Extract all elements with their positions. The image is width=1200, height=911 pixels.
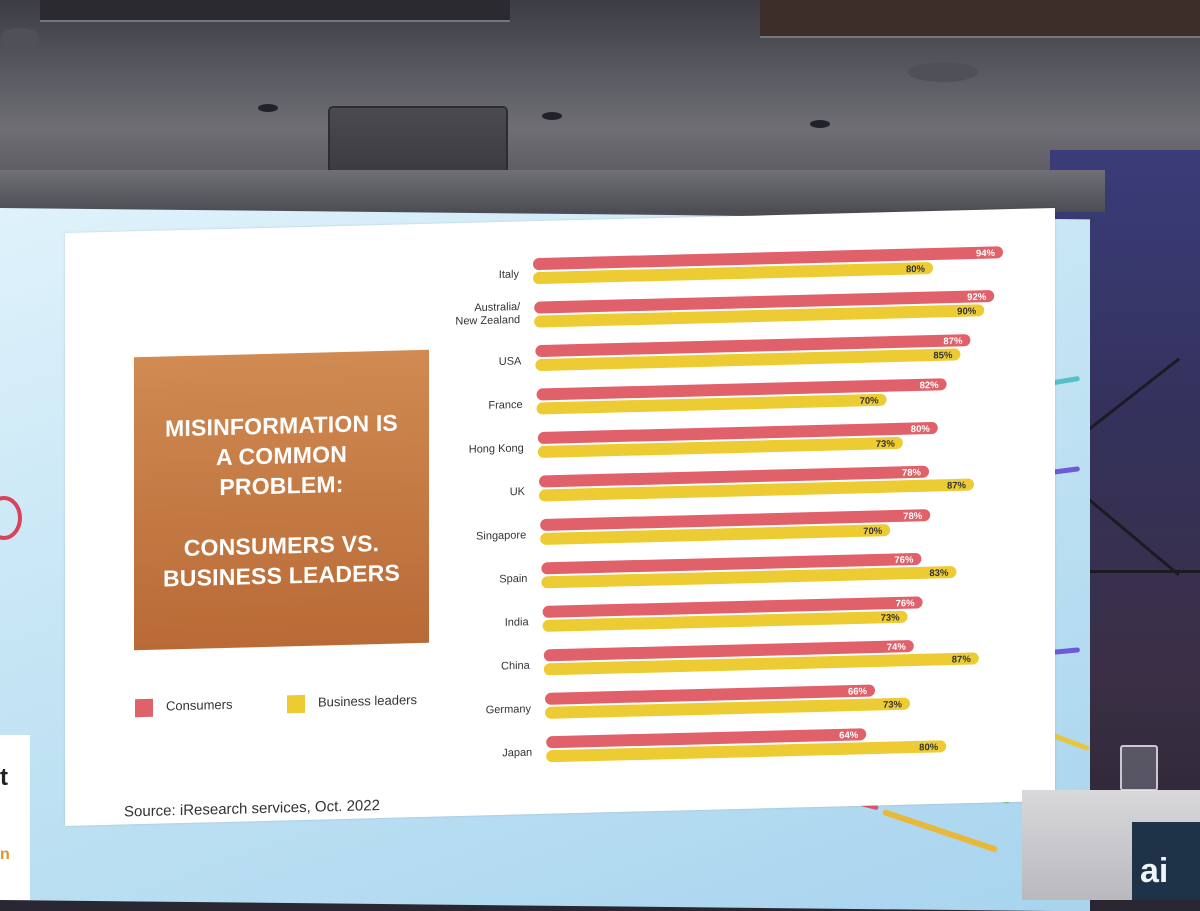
data-label: 73% [876,438,896,449]
data-label: 94% [976,248,996,259]
data-label: 80% [919,742,939,753]
podium-sign [1132,822,1200,900]
ceiling-light [810,120,830,128]
adjacent-screen-text: n [0,846,10,863]
category-label-line: Hong Kong [469,442,524,455]
data-label: 83% [929,568,949,579]
data-label: 80% [911,424,931,435]
ceiling-light [0,28,40,50]
data-label: 70% [863,526,883,537]
data-label: 85% [933,350,953,361]
category-label-line: Japan [502,747,532,760]
bar-consumers [540,509,931,531]
data-label: 78% [903,511,923,522]
bar-consumers [533,246,1003,271]
category-label: India [505,616,530,629]
bar-business-leaders [535,348,961,371]
category-label-line: France [488,399,522,412]
category-label: Italy [499,268,520,281]
bar-business-leaders [546,740,947,763]
decor-stripe [1050,732,1090,752]
bar-business-leaders [539,478,974,502]
bar-business-leaders [542,610,908,632]
bar-business-leaders [540,524,891,545]
category-label-line: Germany [486,703,532,716]
data-label: 64% [839,730,859,741]
category-label-line: USA [499,355,522,368]
bar-consumers [537,422,938,444]
bar-consumers [534,290,995,314]
bar-consumers [535,334,971,357]
bar-business-leaders [545,697,910,719]
bar-business-leaders [537,436,903,458]
bar-consumers [545,684,875,705]
bar-business-leaders [533,262,933,285]
bar-business-leaders [536,393,887,415]
category-label: Australia/New Zealand [455,301,521,328]
category-label: Japan [502,747,532,760]
adjacent-screen-text: t [0,764,8,791]
category-label: USA [499,355,522,368]
slide-card: MISINFORMATION IS A COMMON PROBLEM: CONSUM… [65,207,1055,827]
bar-consumers [543,640,914,662]
data-label: 73% [883,699,903,710]
bar-consumers [536,378,947,401]
decor-ring [0,496,22,540]
data-label: 74% [887,642,907,653]
category-label: France [488,399,522,412]
data-label: 80% [906,264,926,275]
bar-consumers [546,728,867,749]
category-label: Germany [486,703,532,716]
category-label: Singapore [476,529,526,542]
bar-chart: Italy 94% 80% Australia/New Zealand 92% 90% US… [455,246,1003,763]
category-label-line: Australia/ [474,301,521,314]
data-label: 87% [943,336,963,347]
category-label-line: Italy [499,268,520,281]
ceiling-light [258,104,278,112]
data-label: 92% [967,292,987,303]
wall-panel-line [1070,570,1200,573]
bar-business-leaders [541,566,957,589]
projector-bar [0,170,1105,212]
data-label: 87% [947,480,967,491]
ceiling-light [908,62,978,82]
category-label: UK [510,486,526,498]
ceiling-panel-left [40,0,510,22]
data-label: 76% [896,598,916,609]
decor-stripe [882,808,998,853]
category-label: China [501,660,531,673]
category-label-line: Singapore [476,529,526,542]
wall-panel-line [1078,490,1180,576]
category-label-line: India [505,616,530,629]
ceiling-light [542,112,562,120]
data-label: 82% [920,380,940,391]
bar-business-leaders [534,304,985,328]
podium-sign-text: ai [1140,852,1169,890]
bar-business-leaders [543,652,979,676]
bar-consumers [539,465,929,488]
category-label-line: Spain [499,573,527,586]
data-label: 90% [957,306,977,317]
data-label: 70% [860,395,880,406]
data-label: 66% [848,686,868,697]
data-label: 78% [902,467,922,478]
adjacent-screen-edge [0,735,30,900]
data-label: 73% [881,612,901,623]
category-label-line: UK [510,486,526,498]
bar-consumers [541,552,922,575]
data-label: 76% [894,555,914,566]
water-glass [1120,745,1158,791]
category-label-line: New Zealand [455,314,520,328]
category-label: Spain [499,573,527,586]
ceiling-panel-right [760,0,1200,38]
category-label: Hong Kong [469,442,524,455]
bar-consumers [542,596,923,618]
data-label: 87% [952,654,972,665]
category-label-line: China [501,660,531,673]
